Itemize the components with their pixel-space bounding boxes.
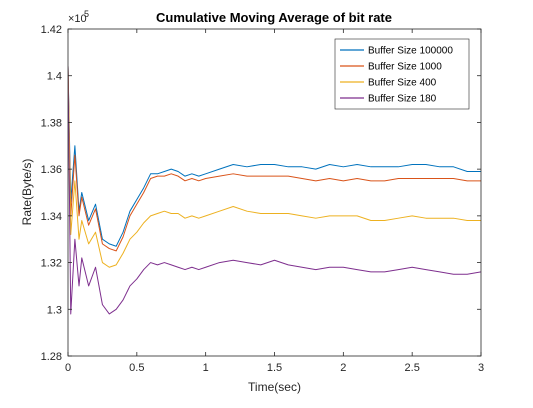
series-line-3 <box>68 66 481 268</box>
y-axis: 1.28 1.3 1.32 1.34 1.36 1.38 1.4 1.42 <box>41 24 481 363</box>
y-tick-label: 1.3 <box>47 304 62 316</box>
y-tick-label: 1.36 <box>41 164 62 176</box>
y-tick-label: 1.42 <box>41 24 62 36</box>
x-axis: 0 0.5 1 1.5 2 2.5 3 <box>65 29 484 374</box>
series-line-2 <box>68 66 481 252</box>
x-axis-label: Time(sec) <box>248 380 301 394</box>
x-tick-label: 2.5 <box>405 362 420 374</box>
x-tick-label: 1.5 <box>267 362 282 374</box>
x-tick-label: 3 <box>478 362 484 374</box>
series-layer <box>68 66 481 315</box>
y-axis-label: Rate(Byte/s) <box>20 159 34 226</box>
x-tick-label: 1 <box>203 362 209 374</box>
legend-box <box>334 38 470 110</box>
x-tick-label: 2 <box>340 362 346 374</box>
y-tick-label: 1.32 <box>41 258 62 270</box>
y-tick-label: 1.38 <box>41 117 62 129</box>
legend-label: Buffer Size 180 <box>368 94 437 105</box>
y-exponent-base: ×10 <box>68 13 87 25</box>
y-tick-label: 1.28 <box>41 351 62 363</box>
x-tick-label: 0.5 <box>129 362 144 374</box>
y-tick-label: 1.4 <box>47 71 62 83</box>
series-line-4 <box>68 66 481 315</box>
y-exponent-power: 5 <box>84 9 89 19</box>
chart-title: Cumulative Moving Average of bit rate <box>156 10 392 25</box>
legend-label: Buffer Size 400 <box>368 78 437 89</box>
legend-label: Buffer Size 1000 <box>368 62 442 73</box>
series-line-1 <box>68 66 481 247</box>
x-tick-label: 0 <box>65 362 71 374</box>
legend-label: Buffer Size 100000 <box>368 46 453 57</box>
legend: Buffer Size 100000 Buffer Size 1000 Buffer… <box>334 38 470 110</box>
y-tick-label: 1.34 <box>41 211 62 223</box>
y-exponent: ×10 5 <box>68 9 89 25</box>
